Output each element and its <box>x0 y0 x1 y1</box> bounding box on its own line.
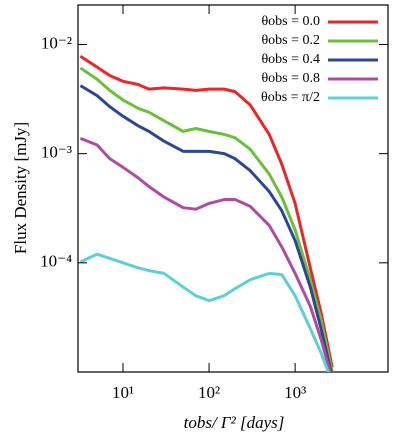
lines <box>79 55 334 372</box>
legend: θobs = 0.0 θobs = 0.2 θobs = 0.4 θobs = 0.8… <box>261 14 378 105</box>
y-axis-label: Flux Density [mJy] <box>11 122 30 254</box>
y-tick-label: 10⁻² <box>41 33 72 52</box>
data-line <box>79 55 334 368</box>
x-tick-label: 10² <box>198 383 220 402</box>
x-axis-label: tobs/ Γ² [days] <box>184 413 285 432</box>
plot-frame <box>77 4 389 373</box>
legend-label: θobs = 0.4 <box>261 52 320 67</box>
data-line <box>79 252 330 372</box>
data-line <box>79 84 333 372</box>
y-tick-label: 10⁻⁴ <box>40 252 72 271</box>
legend-label: θobs = 0.2 <box>261 33 320 48</box>
x-tick-label: 10³ <box>284 383 306 402</box>
legend-label: θobs = 0.0 <box>261 14 320 29</box>
legend-label: θobs = π/2 <box>261 90 320 105</box>
data-line <box>79 136 332 372</box>
legend-label: θobs = 0.8 <box>261 71 320 86</box>
y-tick-label: 10⁻³ <box>41 143 72 162</box>
x-tick-label: 10¹ <box>112 383 134 402</box>
data-line <box>79 66 334 372</box>
